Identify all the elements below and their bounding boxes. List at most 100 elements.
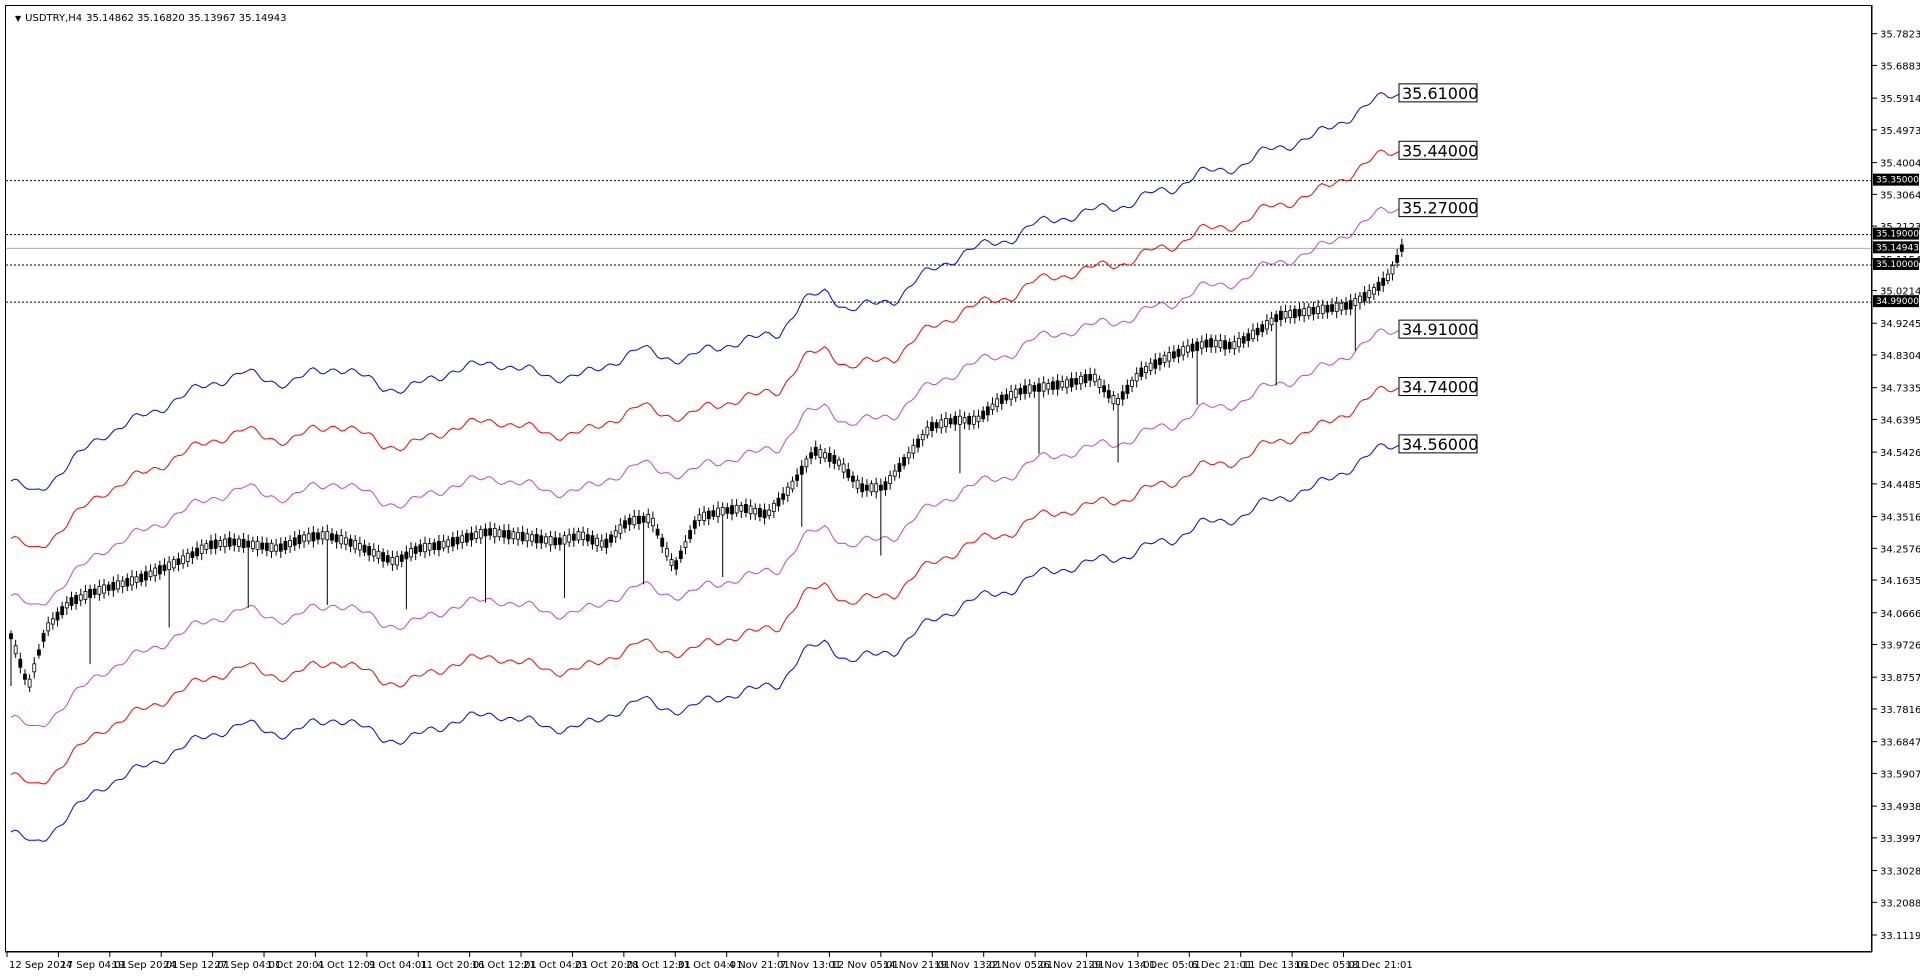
candle-body [716,507,720,517]
candle-body [88,588,92,598]
candle-body [841,463,846,473]
band-label-outer-lower: 34.56000 [1402,435,1478,454]
y-tick-label: 33.39975 [1880,834,1920,845]
x-tick-label: 28 Oct 12:01 [626,960,691,971]
candle-body [1246,333,1251,342]
candle-body [1074,378,1079,385]
candle-body [692,520,697,529]
candle-body [660,537,665,547]
candle-body [1311,306,1316,315]
candle-body [897,463,902,472]
candle-body [316,532,320,540]
candle-body [102,584,106,594]
candle-body [1325,304,1330,313]
candle-body [278,543,283,552]
candle-body [41,632,46,642]
candle-body [818,449,823,458]
candle-body [1078,375,1083,385]
x-tick-label: 19 Nov 13:01 [934,960,1001,971]
candle-body [1399,244,1404,252]
candle-body [967,415,972,425]
candle-body [1199,341,1204,349]
candle-body [1306,306,1311,317]
candle-body [1292,308,1297,319]
candle-body [511,531,516,540]
candle-body [1241,336,1246,344]
candle-body [1334,302,1339,312]
candle-body [27,678,32,688]
chart-frame[interactable]: ▼ USDTRY,H4 35.14862 35.16820 35.13967 3… [5,5,1872,952]
candle-body [1013,388,1018,398]
candle-body [1260,324,1265,333]
candle-body [674,560,679,570]
candle-body [139,573,144,583]
x-tick-label: 11 Dec 13:01 [1243,960,1310,971]
level-tag [1873,295,1919,308]
candle-body [1116,398,1120,405]
y-tick-label: 34.25760 [1880,544,1920,555]
candle-body [330,533,334,541]
candle-body [143,571,148,581]
x-tick-label: 29 Nov 13:01 [1089,960,1156,971]
candle-body [781,493,786,500]
x-tick-label: 24 Sep 12:01 [163,960,230,971]
level-tag-label: 34.99000 [1876,297,1919,307]
band-outer-lower [10,442,1402,842]
candle-body [37,649,41,656]
candle-body [646,513,651,524]
candle-body [381,552,386,562]
candle-body [78,594,83,601]
level-tag-label: 35.19000 [1876,230,1919,240]
candle-body [1037,383,1041,392]
candle-body [655,528,660,536]
candle-body [641,515,646,523]
candle-body [1302,308,1307,316]
ohlc-readout: 35.14862 35.16820 35.13967 35.14943 [86,13,287,24]
candle-body [162,564,167,572]
band-label-inner-upper: 35.27000 [1402,199,1478,218]
candle-body [971,415,976,425]
candle-body [823,452,827,459]
candle-body [1362,292,1367,302]
level-tag-label: 35.10000 [1876,260,1919,270]
candle-body [869,483,874,493]
candle-body [539,535,544,544]
candle-body [906,452,911,459]
candle-body [60,606,65,616]
x-tick-label: 12 Nov 05:01 [831,960,898,971]
band-label-box [1398,319,1478,339]
candle-body [1153,359,1158,369]
dropdown-triangle-icon[interactable]: ▼ [15,14,22,23]
candle-body [437,540,441,551]
candle-body [1227,341,1232,350]
candle-body [409,548,413,558]
candle-body [864,484,869,491]
candle-body [1106,390,1111,399]
y-tick-label: 33.20880 [1880,898,1920,909]
y-tick-label: 34.54260 [1880,448,1920,459]
candle-body [120,580,125,587]
candle-body [32,663,37,673]
candle-body [246,540,251,548]
candle-body [530,534,534,542]
candle-body [269,542,274,553]
candle-body [1376,281,1381,291]
candle-body [344,537,348,545]
candle-body [1213,339,1218,348]
candle-body [492,527,497,538]
candle-body [618,524,623,534]
candle-body [874,483,879,493]
candle-body [813,446,818,456]
y-tick-label: 33.30285 [1880,867,1920,878]
y-tick-label: 35.49735 [1880,126,1920,137]
candle-body [469,532,474,541]
candle-body [1367,290,1372,298]
candle-body [767,509,772,516]
price-chart[interactable]: 35.61000 35.44000 35.27000 34.91000 34.74000… [6,6,1871,951]
candle-body [176,558,181,566]
candle-body [1385,273,1390,282]
band-middle-upper [10,149,1402,549]
candle-body [809,452,813,459]
candle-body [771,502,776,512]
candle-body [525,533,530,542]
